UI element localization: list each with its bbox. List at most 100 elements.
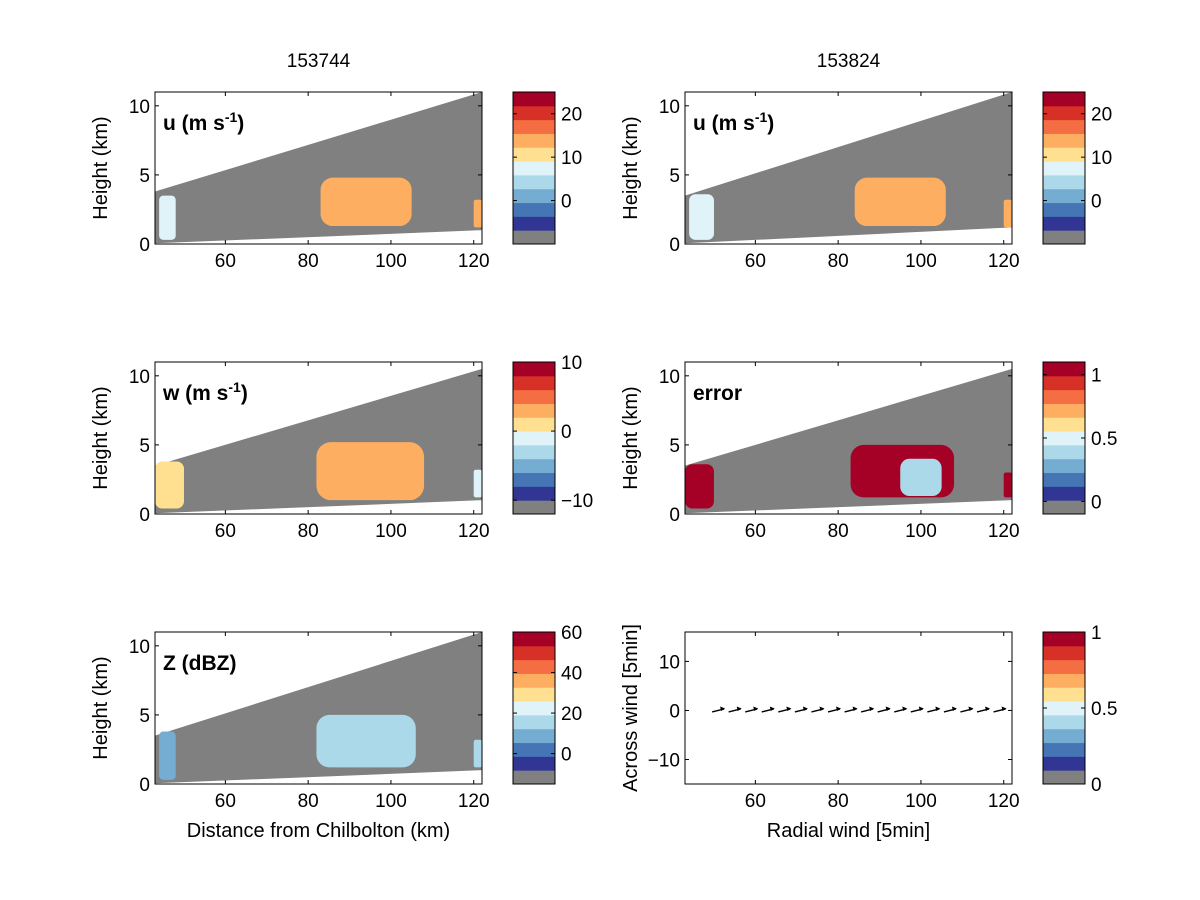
wind-arrow-head <box>935 706 941 711</box>
colorbar-segment <box>513 403 555 418</box>
colorbar-segment <box>1043 500 1085 515</box>
colorbar-segment <box>1043 770 1085 785</box>
colorbar-segment <box>1043 119 1085 134</box>
colorbar-segment <box>1043 444 1085 460</box>
colorbar-segment <box>513 230 555 245</box>
colorbar-segment <box>1043 472 1085 487</box>
x-tick-label: 60 <box>745 521 766 542</box>
y-tick-label: 0 <box>139 775 150 796</box>
echo-region <box>320 177 412 227</box>
colorbar-segment <box>513 687 555 702</box>
colorbar-segment <box>1043 92 1085 107</box>
panel-title: 153744 <box>287 51 351 72</box>
plot-area <box>711 706 1007 713</box>
axes-frame <box>684 91 1013 245</box>
colorbar-tick-label: 0.5 <box>1091 429 1117 450</box>
colorbar-segment <box>1043 216 1085 231</box>
colorbar-tick-label: 0 <box>561 422 572 443</box>
colorbar-segment <box>1043 714 1085 730</box>
y-axis-label: Height (km) <box>90 386 112 489</box>
colorbar-segment <box>513 147 555 162</box>
colorbar-segment <box>513 216 555 231</box>
wind-arrow-head <box>985 706 991 711</box>
echo-region <box>473 469 482 498</box>
colorbar-segment <box>1043 147 1085 162</box>
echo-region <box>316 442 425 501</box>
colorbar-frame <box>1042 91 1086 245</box>
echo-region <box>1003 472 1012 498</box>
colorbar-segment <box>1043 375 1085 391</box>
plot-area <box>155 368 482 514</box>
colorbar-segment <box>513 472 555 487</box>
colorbar-tick-label: 0 <box>1091 775 1102 796</box>
axes-frame <box>154 91 483 245</box>
echo-region <box>316 714 416 768</box>
wind-arrow-head <box>836 706 842 711</box>
colorbar-tick-label: 1 <box>1091 623 1102 644</box>
plot-area <box>155 92 482 244</box>
echo-region <box>900 458 942 497</box>
colorbar-segment <box>513 188 555 204</box>
colorbar-segment <box>1043 417 1085 432</box>
x-tick-label: 60 <box>745 251 766 272</box>
wind-arrow-head <box>786 706 792 711</box>
colorbar-tick-label: 0 <box>561 192 572 213</box>
colorbar-tick-label: 0 <box>1091 492 1102 513</box>
panel-title: 153824 <box>817 51 881 72</box>
wind-arrow-head <box>885 706 891 711</box>
colorbar-segment <box>513 92 555 107</box>
y-tick-label: 10 <box>659 652 680 673</box>
x-tick-label: 120 <box>458 251 490 272</box>
x-tick-label: 80 <box>828 521 849 542</box>
colorbar-segment <box>513 362 555 377</box>
colorbar-segment <box>1043 687 1085 702</box>
x-axis-label: Radial wind [5min] <box>767 820 930 842</box>
colorbar-segment <box>1043 458 1085 474</box>
echo-region <box>685 464 714 509</box>
y-tick-label: 5 <box>669 166 680 187</box>
colorbar-segment <box>513 133 555 148</box>
colorbar-segment <box>513 673 555 688</box>
x-tick-label: 80 <box>298 521 319 542</box>
colorbar-segment <box>513 728 555 744</box>
colorbar-frame <box>512 91 556 245</box>
colorbar: −10 0 10 <box>512 353 593 515</box>
y-tick-label: −10 <box>648 750 680 771</box>
x-tick-label: 120 <box>458 791 490 812</box>
colorbar-segment <box>513 174 555 190</box>
colorbar: 00.51 <box>1042 623 1117 796</box>
wind-arrow-head <box>819 706 825 711</box>
x-tick-label: 60 <box>745 791 766 812</box>
colorbar-segment <box>513 458 555 474</box>
colorbar-segment <box>513 659 555 674</box>
x-tick-label: 120 <box>988 251 1020 272</box>
wind-arrow-head <box>968 706 974 711</box>
colorbar-segment <box>1043 659 1085 674</box>
colorbar-segment <box>513 486 555 501</box>
colorbar-segment <box>1043 389 1085 404</box>
plot-area <box>685 92 1012 244</box>
wind-arrow-head <box>918 706 924 711</box>
y-tick-label: 10 <box>659 367 680 388</box>
colorbar-segment <box>1043 362 1085 377</box>
x-tick-label: 80 <box>828 791 849 812</box>
y-tick-label: 5 <box>669 436 680 457</box>
colorbar-segment <box>1043 673 1085 688</box>
axes-frame <box>684 361 1013 515</box>
colorbar-tick-label: 0 <box>1091 192 1102 213</box>
colorbar-segment <box>1043 403 1085 418</box>
axes-frame <box>154 631 483 785</box>
x-tick-label: 120 <box>458 521 490 542</box>
colorbar-segment <box>1043 431 1085 446</box>
colorbar-segment <box>513 770 555 785</box>
wind-arrow-head <box>720 706 726 711</box>
colorbar-tick-label: 20 <box>561 704 582 725</box>
colorbar-segment <box>513 500 555 515</box>
x-tick-label: 120 <box>988 521 1020 542</box>
y-tick-label: 0 <box>669 701 680 722</box>
colorbar-tick-label: −10 <box>561 491 593 512</box>
colorbar-tick-label: 40 <box>561 664 582 685</box>
colorbar-tick-label: 20 <box>1091 105 1112 126</box>
